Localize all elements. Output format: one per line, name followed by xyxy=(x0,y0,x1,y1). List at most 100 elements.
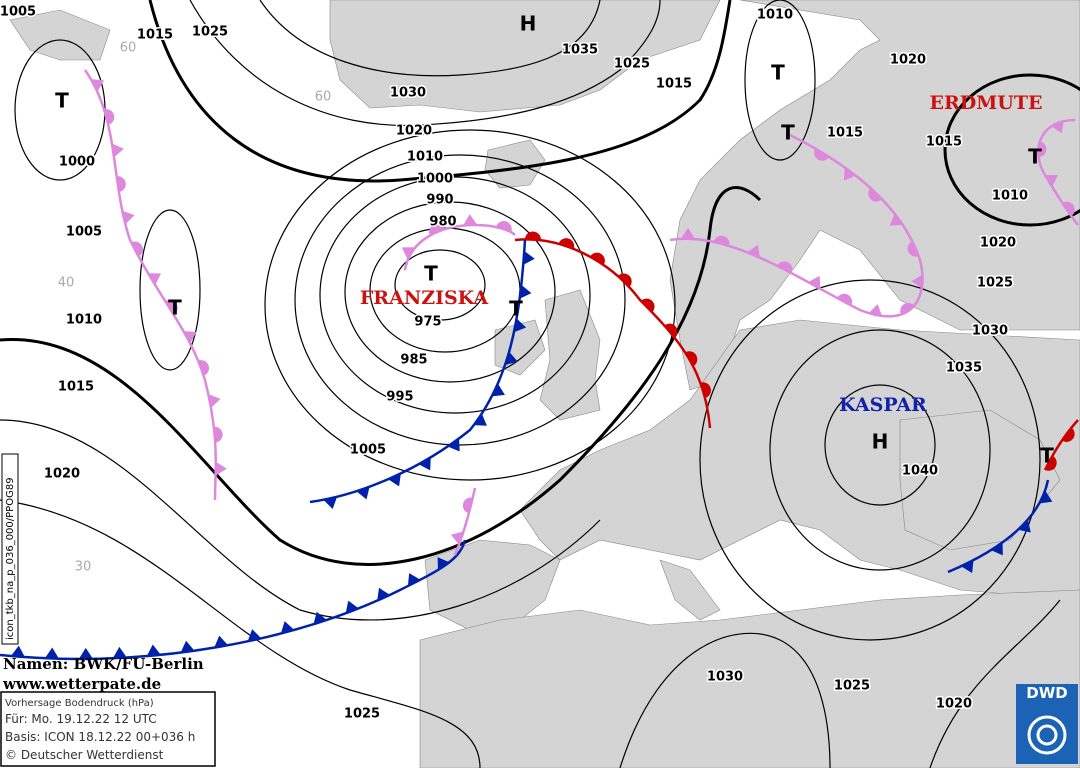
grid-label: 40 xyxy=(58,276,75,291)
isobar-label: 1015 xyxy=(58,380,94,395)
isobar-label: 1025 xyxy=(344,707,380,722)
occluded-front xyxy=(453,487,477,556)
grid-label: 60 xyxy=(315,90,332,105)
low-marker: T xyxy=(168,296,182,320)
front-symbol xyxy=(280,621,295,634)
low-marker: T xyxy=(1040,444,1054,468)
front-symbol xyxy=(146,644,161,657)
front-symbol xyxy=(356,486,370,500)
isobar-label: 1015 xyxy=(827,126,863,141)
front-symbol xyxy=(388,473,401,487)
front-symbol xyxy=(524,231,541,241)
front-symbol xyxy=(429,224,445,236)
front-symbol xyxy=(843,167,857,181)
grid-label: 60 xyxy=(120,41,137,56)
system-name: FRANZISKA xyxy=(360,287,489,309)
website: www.wetterpate.de xyxy=(2,675,161,693)
front-symbol xyxy=(889,213,903,226)
cold-front xyxy=(947,479,1050,574)
front-symbol xyxy=(208,394,221,408)
front-symbol xyxy=(148,273,162,286)
high-marker: H xyxy=(520,12,537,36)
front-symbol xyxy=(523,250,535,265)
isobar-label: 1025 xyxy=(614,57,650,72)
info-line: Basis: ICON 18.12.22 00+036 h xyxy=(5,730,195,744)
front-symbol xyxy=(900,303,915,316)
front-symbol xyxy=(462,497,473,514)
front-symbol xyxy=(617,273,632,288)
isobar-label: 1010 xyxy=(757,8,793,23)
front-symbol xyxy=(377,587,390,601)
front-symbol xyxy=(91,79,105,92)
front-symbol xyxy=(496,221,512,232)
front-symbol xyxy=(590,252,605,265)
cold-front xyxy=(309,239,527,504)
info-line: © Deutscher Wetterdienst xyxy=(5,748,164,762)
isobar-label: 990 xyxy=(426,193,453,208)
isobar-label: 1020 xyxy=(396,124,432,139)
info-box xyxy=(0,691,216,767)
front-symbol xyxy=(122,210,135,225)
isobar-label: 1015 xyxy=(926,135,962,150)
isobar-label: 1005 xyxy=(0,5,36,20)
front-symbol xyxy=(183,331,197,344)
front-symbol xyxy=(640,298,655,313)
isobar-label: 1025 xyxy=(977,276,1013,291)
front-symbol xyxy=(418,457,431,471)
isobar-label: 985 xyxy=(400,353,427,368)
isobar-label: 1010 xyxy=(407,150,443,165)
front-symbol xyxy=(513,318,527,333)
isobar-label: 1020 xyxy=(890,53,926,68)
isobar-label: 1020 xyxy=(980,236,1016,251)
land xyxy=(9,0,1080,768)
front-symbol xyxy=(198,360,210,376)
low-marker: T xyxy=(424,262,438,286)
low-marker: T xyxy=(55,89,69,113)
front-symbol xyxy=(505,351,518,366)
front-symbol xyxy=(213,426,223,443)
front-symbol xyxy=(1018,519,1031,533)
logo-text: DWD xyxy=(1026,684,1067,702)
isobar-label: 1030 xyxy=(390,86,426,101)
front-symbol xyxy=(491,383,505,397)
isobar-label: 1035 xyxy=(562,43,598,58)
front-symbol xyxy=(664,323,678,338)
isobar-label: 1030 xyxy=(707,670,743,685)
front-symbol xyxy=(868,304,883,317)
isobar-label: 1030 xyxy=(972,324,1008,339)
front-symbol xyxy=(1062,201,1075,217)
front-symbol xyxy=(104,109,115,125)
system-name: KASPAR xyxy=(839,394,927,416)
front-symbol xyxy=(131,241,143,257)
front-symbol xyxy=(814,148,830,161)
isobar-label: 1020 xyxy=(936,697,972,712)
isobar-label: 975 xyxy=(414,315,441,330)
low-marker: T xyxy=(1028,145,1042,169)
low-marker: T xyxy=(771,61,785,85)
isobar-label: 995 xyxy=(386,390,413,405)
side-text: icon_tkb_na_p_036_000/PPOG89 xyxy=(5,477,16,640)
front-symbol xyxy=(401,247,415,260)
isobar-label: 1035 xyxy=(946,361,982,376)
front-symbol xyxy=(1050,120,1064,134)
isobar-label: 1015 xyxy=(137,28,173,43)
isobar-label: 1020 xyxy=(44,467,80,482)
front-symbol xyxy=(519,284,532,299)
front-symbol xyxy=(447,438,460,452)
grid-label: 30 xyxy=(75,560,92,575)
front-symbol xyxy=(685,351,698,367)
front-symbol xyxy=(10,645,25,658)
info-line: Vorhersage Bodendruck (hPa) xyxy=(5,698,154,709)
front-symbol xyxy=(700,382,711,398)
front-symbol xyxy=(558,238,575,249)
front-symbol xyxy=(713,235,730,246)
front-symbol xyxy=(247,629,262,642)
isobar-label: 1025 xyxy=(834,679,870,694)
front-symbol xyxy=(680,227,695,239)
system-name: ERDMUTE xyxy=(930,92,1043,114)
high-marker: H xyxy=(872,430,889,454)
isobar-label: 1000 xyxy=(59,155,95,170)
cold-front xyxy=(0,539,467,661)
logo: DWD xyxy=(1016,684,1078,764)
